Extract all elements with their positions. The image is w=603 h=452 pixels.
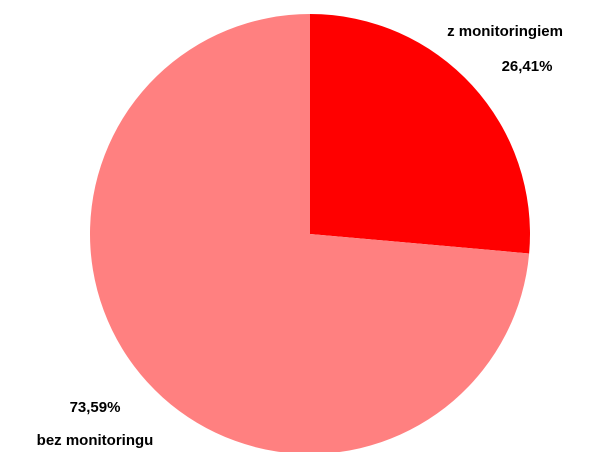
slice-category-label: bez monitoringu: [37, 432, 154, 449]
slice-value-label: 73,59%: [70, 399, 121, 416]
slice-value-label: 26,41%: [502, 58, 553, 75]
pie-slice: [90, 14, 530, 452]
slice-category-label: z monitoringiem: [447, 23, 563, 40]
pie-slice: [310, 14, 530, 254]
